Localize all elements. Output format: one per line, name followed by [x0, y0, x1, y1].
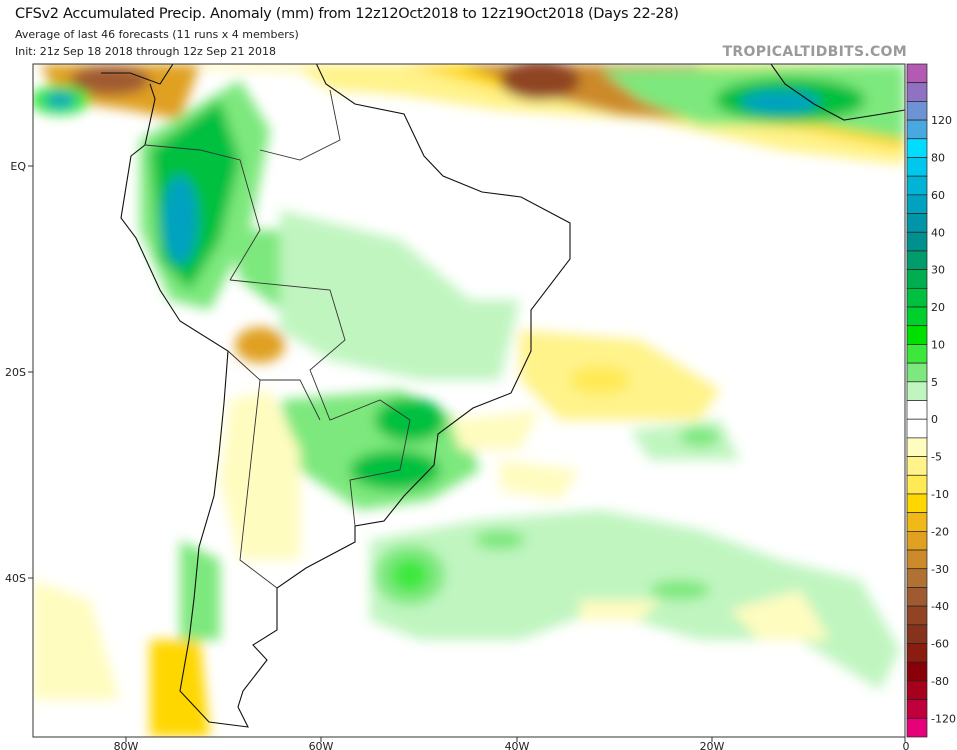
- colorbar-swatch: [906, 512, 928, 532]
- lat-label: 20S: [5, 366, 26, 379]
- coastlines: [101, 64, 905, 728]
- colorbar-swatch: [906, 437, 928, 457]
- colorbar-label: 20: [931, 301, 945, 314]
- lat-axis: [28, 165, 33, 579]
- header: CFSv2 Accumulated Precip. Anomaly (mm) f…: [0, 0, 957, 64]
- colorbar-swatch: [906, 680, 928, 700]
- lon-label: 40W: [505, 740, 530, 750]
- colorbar-swatch: [906, 418, 928, 439]
- brand-watermark: TROPICALTIDBITS.COM: [722, 44, 907, 60]
- colorbar-swatch: [906, 63, 928, 84]
- colorbar-swatch: [906, 605, 928, 626]
- colorbar-swatch: [906, 568, 928, 588]
- colorbar-swatch: [906, 306, 928, 327]
- colorbar-swatch: [906, 717, 928, 738]
- colorbar-swatch: [906, 531, 928, 551]
- colorbar-swatch: [906, 474, 928, 495]
- colorbar-swatch: [906, 138, 928, 158]
- colorbar-swatch: [906, 194, 928, 214]
- colorbar-label: 5: [931, 376, 938, 389]
- colorbar-swatch: [906, 101, 928, 121]
- colorbar-label: 120: [931, 114, 952, 127]
- colorbar-swatch: [906, 400, 928, 420]
- colorbar-label: 0: [931, 413, 938, 426]
- colorbar-swatch: [906, 493, 928, 514]
- colorbar-swatch: [906, 325, 928, 345]
- colorbar-label: -120: [931, 712, 956, 725]
- colorbar-swatch: [906, 82, 928, 102]
- colorbar-swatch: [906, 231, 928, 252]
- colorbar-label: 30: [931, 264, 945, 277]
- colorbar-swatch: [906, 549, 928, 570]
- colorbar-label: -80: [931, 675, 949, 688]
- colorbar-label: 10: [931, 338, 945, 351]
- colorbar-swatch: [906, 661, 928, 682]
- init-time: Init: 21z Sep 18 2018 through 12z Sep 21…: [15, 45, 276, 58]
- colorbar-swatch: [906, 381, 928, 401]
- colorbar-swatch: [906, 362, 928, 383]
- colorbar-swatch: [906, 344, 928, 364]
- colorbar-label: 80: [931, 151, 945, 164]
- colorbar-swatch: [906, 624, 928, 644]
- colorbar-label: 40: [931, 226, 945, 239]
- plot-frame: [32, 63, 906, 738]
- colorbar-swatch: [906, 643, 928, 663]
- lon-label: 80W: [114, 740, 139, 750]
- colorbar-label: 60: [931, 189, 945, 202]
- lon-label: 20W: [700, 740, 725, 750]
- colorbar-label: -10: [931, 488, 949, 501]
- lat-label: 40S: [5, 572, 26, 585]
- colorbar-swatch: [906, 287, 928, 308]
- colorbar: 120 80 60 40 30 20 10 5 0 -5 -10 -20 -30 -40 -60 -80 -12…: [906, 63, 956, 738]
- lon-axis: [125, 737, 906, 742]
- colorbar-label: -40: [931, 600, 949, 613]
- colorbar-swatch: [906, 157, 928, 177]
- colorbar-label: -60: [931, 638, 949, 651]
- lon-label: 0: [903, 740, 910, 750]
- colorbar-swatch: [906, 269, 928, 289]
- colorbar-swatch: [906, 699, 928, 719]
- colorbar-swatch: [906, 587, 928, 607]
- colorbar-swatch: [906, 250, 928, 270]
- colorbar-swatch: [906, 175, 928, 196]
- anomaly-fields: [33, 64, 905, 737]
- colorbar-label: -30: [931, 563, 949, 576]
- borders: [144, 89, 411, 589]
- map-subtitle: Average of last 46 forecasts (11 runs x …: [15, 28, 299, 41]
- map-title: CFSv2 Accumulated Precip. Anomaly (mm) f…: [15, 6, 679, 22]
- colorbar-swatch: [906, 119, 928, 140]
- lon-label: 60W: [309, 740, 334, 750]
- colorbar-label: -20: [931, 525, 949, 538]
- colorbar-swatch: [906, 456, 928, 476]
- colorbar-label: -5: [931, 451, 942, 464]
- lat-label: EQ: [10, 160, 26, 173]
- colorbar-swatch: [906, 213, 928, 233]
